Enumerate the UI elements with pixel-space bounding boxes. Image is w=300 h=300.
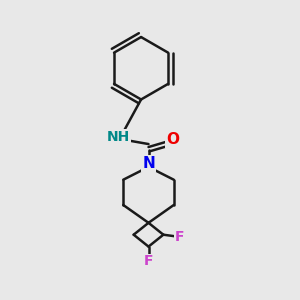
Text: F: F bbox=[175, 230, 184, 244]
Text: NH: NH bbox=[107, 130, 130, 144]
Text: N: N bbox=[142, 156, 155, 171]
Text: F: F bbox=[144, 254, 153, 268]
Text: O: O bbox=[166, 132, 179, 147]
